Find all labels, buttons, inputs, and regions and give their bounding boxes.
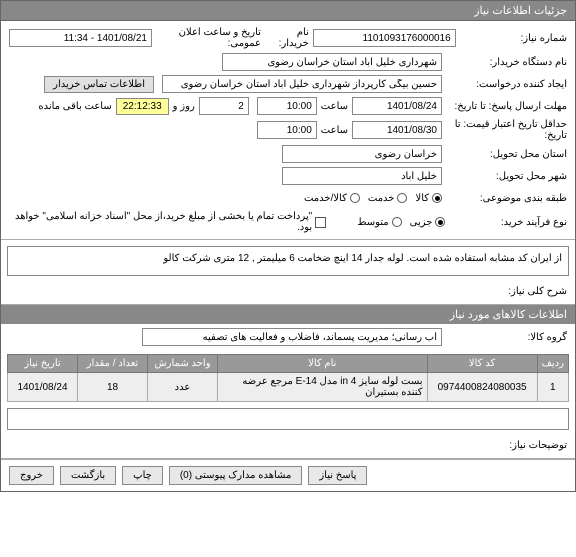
validity-date-input[interactable] [352,121,442,139]
cell-code: 0974400824080035 [427,373,537,402]
deadline-hour-input[interactable] [257,97,317,115]
province-label: استان محل تحویل: [442,149,567,160]
contact-button[interactable]: اطلاعات تماس خریدار [44,76,154,93]
buyer-name-label: نام خریدار: [265,27,313,49]
cell-unit: عدد [148,373,218,402]
announce-datetime-label: تاریخ و ساعت اعلان عمومی: [152,27,265,49]
header-title: جزئیات اطلاعات نیاز [474,5,567,17]
days-and-label: روز و [169,101,199,112]
checkbox-icon [315,217,326,228]
time-left-suffix: ساعت باقی مانده [34,101,115,112]
group-label: گروه کالا: [442,332,567,343]
col-unit: واحد شمارش [148,355,218,373]
cell-date: 1401/08/24 [8,373,78,402]
main-fields: شماره نیاز: نام خریدار: تاریخ و ساعت اعل… [1,21,575,240]
validity-label: حداقل تاریخ اعتبار قیمت: تا تاریخ: [442,119,567,141]
radio-empty-icon [397,193,407,203]
cat-goods-radio[interactable]: کالا [415,193,442,204]
validity-hour-input[interactable] [257,121,317,139]
category-label: طبقه بندی موضوعی: [442,193,567,204]
pt-minor-radio[interactable]: جزیی [410,217,446,228]
deadline-date-input[interactable] [352,97,442,115]
items-header: اطلاعات کالاهای مورد نیاز [1,305,575,324]
time-left-box: 22:12:33 [116,98,169,115]
org-label: نام دستگاه خریدار: [442,57,567,68]
print-button[interactable]: چاپ [122,466,163,485]
footer: پاسخ نیاز مشاهده مدارک پیوستی (0) چاپ با… [1,459,575,491]
radio-selected-icon [435,217,445,227]
need-no-label: شماره نیاز: [456,33,567,44]
respond-button[interactable]: پاسخ نیاز [308,466,367,485]
pt-medium-label: متوسط [357,217,388,228]
radio-selected-icon [432,193,442,203]
pt-medium-radio[interactable]: متوسط [357,217,401,228]
days-left-input[interactable] [199,97,249,115]
general-desc-label: شرح کلی نیاز: [442,286,567,297]
group-input[interactable] [142,328,442,346]
category-radio-group: کالا خدمت کالا/خدمت [304,193,442,204]
col-name: نام کالا [218,355,428,373]
radio-empty-icon [392,217,402,227]
deadline-label: مهلت ارسال پاسخ: تا تاریخ: [442,101,567,112]
cat-goods-label: کالا [415,193,429,204]
cat-service-radio[interactable]: خدمت [368,193,408,204]
notes-label: توضیحات نیاز: [442,440,567,451]
province-input[interactable] [282,145,442,163]
attachments-button[interactable]: مشاهده مدارک پیوستی (0) [169,466,303,485]
details-window: جزئیات اطلاعات نیاز شماره نیاز: نام خرید… [0,0,576,492]
exit-button[interactable]: خروج [9,466,54,485]
cell-name: بست لوله سایز 4 in مدل E-14 مرجع عرضه کن… [218,373,428,402]
window-header: جزئیات اطلاعات نیاز [1,1,575,21]
requester-input[interactable] [162,75,442,93]
general-desc-box: از ایران کد مشابه استفاده شده است. لوله … [7,246,569,276]
org-input[interactable] [222,53,442,71]
need-no-input[interactable] [313,29,456,47]
validity-hour-label: ساعت [317,125,352,136]
back-button[interactable]: بازگشت [60,466,116,485]
city-label: شهر محل تحویل: [442,171,567,182]
col-qty: تعداد / مقدار [78,355,148,373]
cat-service-label: خدمت [368,193,395,204]
purchase-type-label: نوع فرآیند خرید: [445,217,567,228]
table-row[interactable]: 1 0974400824080035 بست لوله سایز 4 in مد… [8,373,569,402]
notes-box [7,408,569,430]
radio-empty-icon [350,193,360,203]
col-code: کد کالا [427,355,537,373]
payment-note-check[interactable]: "پرداخت تمام یا بخشی از مبلغ خرید،از محل… [9,211,326,233]
col-rownum: ردیف [537,355,568,373]
col-date: تاریخ نیاز [8,355,78,373]
announce-datetime-input[interactable] [9,29,152,47]
cat-goods-service-radio[interactable]: کالا/خدمت [304,193,360,204]
requester-label: ایجاد کننده درخواست: [442,79,567,90]
pt-minor-label: جزیی [410,217,433,228]
items-section: گروه کالا: ردیف کد کالا نام کالا واحد شم… [1,324,575,459]
deadline-hour-label: ساعت [317,101,352,112]
items-table: ردیف کد کالا نام کالا واحد شمارش تعداد /… [7,354,569,402]
table-header-row: ردیف کد کالا نام کالا واحد شمارش تعداد /… [8,355,569,373]
general-desc-section: از ایران کد مشابه استفاده شده است. لوله … [1,246,575,305]
payment-note-label: "پرداخت تمام یا بخشی از مبلغ خرید،از محل… [9,211,312,233]
cat-goods-service-label: کالا/خدمت [304,193,347,204]
cell-qty: 18 [78,373,148,402]
city-input[interactable] [282,167,442,185]
purchase-type-radio-group: جزیی متوسط "پرداخت تمام یا بخشی از مبلغ … [9,211,445,233]
cell-rownum: 1 [537,373,568,402]
